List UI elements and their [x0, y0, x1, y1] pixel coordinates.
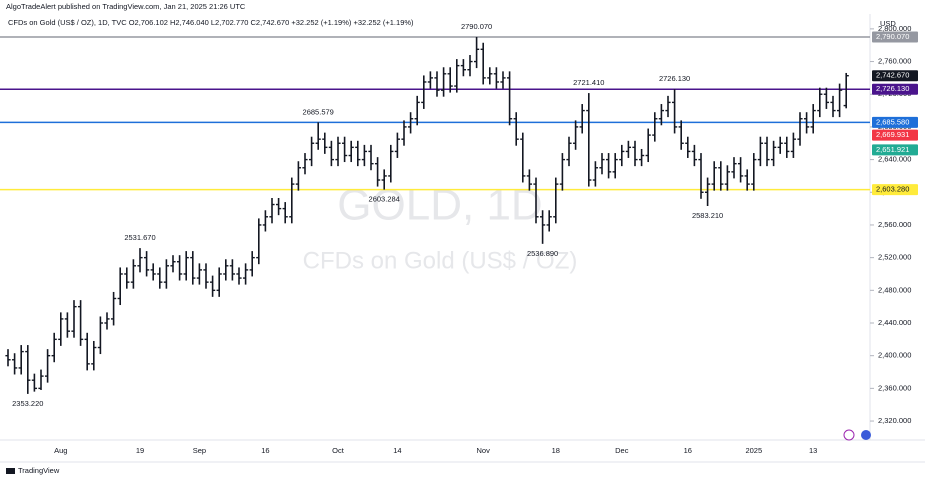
price-label: 2,685.580	[876, 117, 909, 126]
high-label: 2721.410	[573, 78, 604, 87]
price-label: 2,790.070	[876, 32, 909, 41]
high-label: 2531.670	[124, 233, 155, 242]
x-tick-label: 14	[393, 446, 401, 455]
price-label-box	[872, 116, 918, 128]
brand-logo	[6, 468, 15, 474]
x-tick-label: 16	[261, 446, 269, 455]
price-label-box	[872, 70, 918, 82]
x-tick-label: 19	[136, 446, 144, 455]
y-tick-label: 2,640.000	[878, 155, 911, 164]
price-label: 2,651.921	[876, 145, 909, 154]
x-tick-label: 2025	[745, 446, 762, 455]
x-tick-label: Sep	[193, 446, 206, 455]
x-tick-label: 16	[684, 446, 692, 455]
price-label: 2,742.670	[876, 71, 909, 80]
x-tick-label: 13	[809, 446, 817, 455]
y-tick-label: 2,480.000	[878, 285, 911, 294]
y-tick-label: 2,520.000	[878, 253, 911, 262]
legend: CFDs on Gold (US$ / OZ), 1D, TVC O2,706.…	[8, 18, 414, 27]
y-tick-label: 2,360.000	[878, 383, 911, 392]
y-tick-label: 2,800.000	[878, 24, 911, 33]
low-label: 2536.890	[527, 249, 558, 258]
price-label-box	[872, 129, 918, 141]
low-label: 2353.220	[12, 399, 43, 408]
price-label-box	[872, 184, 918, 196]
x-tick-label: Oct	[332, 446, 345, 455]
publisher: AlgoTradeAlert published on TradingView.…	[6, 2, 246, 11]
low-label: 2583.210	[692, 211, 723, 220]
price-label-box	[872, 31, 918, 43]
high-label: 2726.130	[659, 74, 690, 83]
price-label: 2,669.931	[876, 130, 909, 139]
price-label: 2,603.280	[876, 185, 909, 194]
x-tick-label: Dec	[615, 446, 629, 455]
currency: USD	[880, 19, 896, 28]
y-tick-label: 2,440.000	[878, 318, 911, 327]
brand: TradingView	[18, 466, 60, 475]
y-tick-label: 2,760.000	[878, 57, 911, 66]
flag-icon[interactable]	[861, 430, 871, 440]
price-label: 2,726.130	[876, 84, 909, 93]
y-tick-label: 2,400.000	[878, 351, 911, 360]
y-tick-label: 2,560.000	[878, 220, 911, 229]
x-tick-label: Nov	[477, 446, 491, 455]
flash-icon[interactable]	[843, 429, 855, 441]
x-tick-label: 18	[552, 446, 560, 455]
watermark-sub: CFDs on Gold (US$ / OZ)	[303, 247, 578, 274]
price-label-box	[872, 144, 918, 156]
low-label: 2603.284	[369, 195, 400, 204]
high-label: 2790.070	[461, 22, 492, 31]
price-label-box	[872, 83, 918, 95]
x-tick-label: Aug	[54, 446, 67, 455]
y-tick-label: 2,320.000	[878, 416, 911, 425]
high-label: 2685.579	[303, 107, 334, 116]
watermark: GOLD, 1D	[337, 181, 542, 230]
